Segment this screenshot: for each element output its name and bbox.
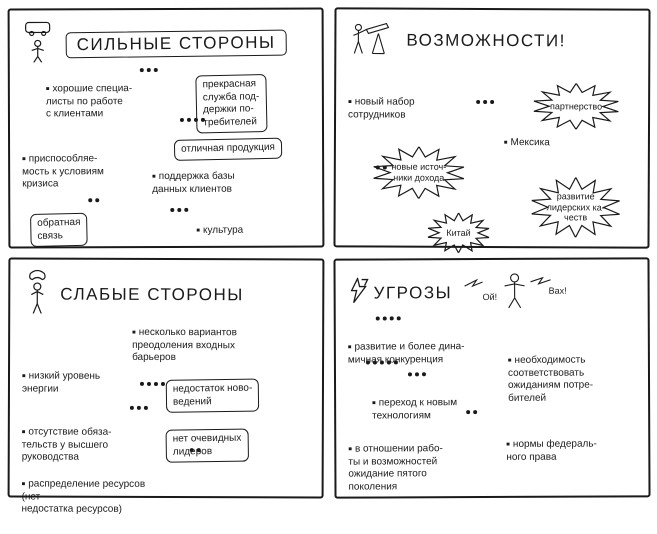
swot-item: недостаток ново-ведений [166,379,260,413]
exclaim-right: Вах! [548,286,566,296]
swot-item: Мексика [503,137,549,150]
panel-title: СИЛЬНЫЕ СТОРОНЫ [66,29,287,58]
lightning-icon [347,278,369,309]
burst-item: Китай [423,213,493,253]
title-row: СИЛЬНЫЕ СТОРОНЫ [22,19,310,67]
swot-item: несколько вариантовпреодоления входныхба… [132,327,237,365]
swot-item: отсутствие обяза-тельств у высшегоруково… [22,426,112,464]
swot-item: в отношении рабо-ты и возможностейожидан… [348,443,443,493]
angry-figure-icon [22,269,52,318]
swot-grid: СИЛЬНЫЕ СТОРОНЫ хорошие специа-листы по … [8,8,649,498]
swot-item: обратнаясвязь [30,213,88,247]
items-weaknesses: несколько вариантовпреодоления входныхба… [22,326,309,327]
swot-item: культура [196,225,243,238]
swot-item: прекраснаяслужба под-держки по-требителе… [195,74,267,133]
swot-item: нет очевидныхлидеров [166,429,249,463]
items-opportunities: новый наборсотрудниковМексикапартнерство… [348,68,635,69]
swot-item: переход к новымтехнологиям [372,397,457,422]
items-strengths: хорошие специа-листы по работес клиентам… [22,74,309,75]
swot-item: распределение ресурсов (нетнедостатка ре… [22,478,152,516]
telescope-icon [348,19,398,60]
swot-item: нормы федераль-ного права [506,439,597,464]
title-row: СЛАБЫЕ СТОРОНЫ [22,269,310,319]
swot-item: хорошие специа-листы по работес клиентам… [46,83,132,121]
title-row: ВОЗМОЖНОСТИ! [348,19,636,61]
exclaim-left: Ой! [482,292,497,302]
swot-item: приспособляе-мость к условиямкризиса [22,153,104,191]
burst-item: развитиелидерских ка-честв [525,177,625,237]
items-threats: развитие и более дина-мичная конкуренция… [347,322,634,323]
burst-item: новые источ-ники дохода [365,146,471,198]
swot-item: поддержка базыданных клиентов [152,171,235,196]
panel-title: ВОЗМОЖНОСТИ! [406,30,566,51]
panel-threats: УГРОЗЫ Ой! Вах! развитие и более дина-ми… [333,257,650,498]
swot-item: необходимостьсоответствоватьожиданиям по… [507,355,592,405]
panel-weaknesses: СЛАБЫЕ СТОРОНЫ несколько вариантовпреодо… [8,257,324,498]
panel-title: СЛАБЫЕ СТОРОНЫ [60,284,244,305]
panel-opportunities: ВОЗМОЖНОСТИ! новый наборсотрудниковМекси… [333,7,650,248]
panel-title: УГРОЗЫ [373,283,452,303]
swot-item: отличная продукция [174,138,282,161]
swot-item: низкий уровеньэнергии [22,370,100,395]
car-guy-icon [22,20,58,67]
swot-item: новый наборсотрудников [348,96,415,121]
swot-item: развитие и более дина-мичная конкуренция [347,341,464,367]
shocked-figure-icon: Ой! Вах! [462,270,572,315]
burst-item: партнерство [525,83,625,129]
title-row: УГРОЗЫ Ой! Вах! [347,269,635,315]
panel-strengths: СИЛЬНЫЕ СТОРОНЫ хорошие специа-листы по … [8,7,324,248]
